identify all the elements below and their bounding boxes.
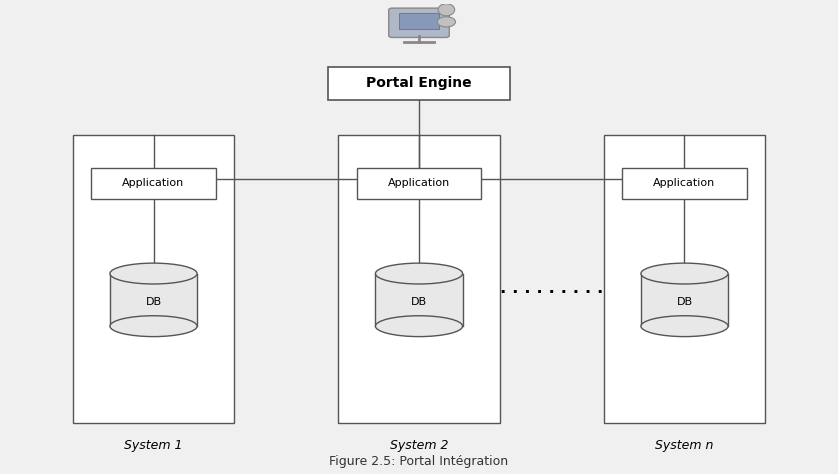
- FancyBboxPatch shape: [338, 135, 500, 423]
- Text: Application: Application: [654, 178, 716, 189]
- FancyBboxPatch shape: [623, 168, 747, 199]
- FancyBboxPatch shape: [389, 8, 449, 37]
- Text: DB: DB: [411, 297, 427, 307]
- Text: System 2: System 2: [390, 439, 448, 452]
- FancyBboxPatch shape: [91, 168, 215, 199]
- Text: System 1: System 1: [124, 439, 183, 452]
- FancyBboxPatch shape: [641, 273, 728, 326]
- Ellipse shape: [437, 17, 456, 27]
- FancyBboxPatch shape: [328, 66, 510, 100]
- Text: Application: Application: [122, 178, 184, 189]
- Ellipse shape: [375, 263, 463, 284]
- Ellipse shape: [438, 4, 455, 16]
- Ellipse shape: [110, 263, 197, 284]
- FancyBboxPatch shape: [399, 12, 439, 29]
- Text: Portal Engine: Portal Engine: [366, 76, 472, 91]
- Text: DB: DB: [146, 297, 162, 307]
- Ellipse shape: [375, 316, 463, 337]
- Ellipse shape: [110, 316, 197, 337]
- Text: Application: Application: [388, 178, 450, 189]
- FancyBboxPatch shape: [357, 168, 481, 199]
- Text: DB: DB: [676, 297, 692, 307]
- FancyBboxPatch shape: [73, 135, 235, 423]
- FancyBboxPatch shape: [110, 273, 197, 326]
- Text: System n: System n: [655, 439, 714, 452]
- Text: Figure 2.5: Portal Intégration: Figure 2.5: Portal Intégration: [329, 455, 509, 467]
- Ellipse shape: [641, 316, 728, 337]
- Text: . . . . . . . . .: . . . . . . . . .: [500, 279, 603, 297]
- FancyBboxPatch shape: [603, 135, 765, 423]
- Ellipse shape: [641, 263, 728, 284]
- FancyBboxPatch shape: [375, 273, 463, 326]
